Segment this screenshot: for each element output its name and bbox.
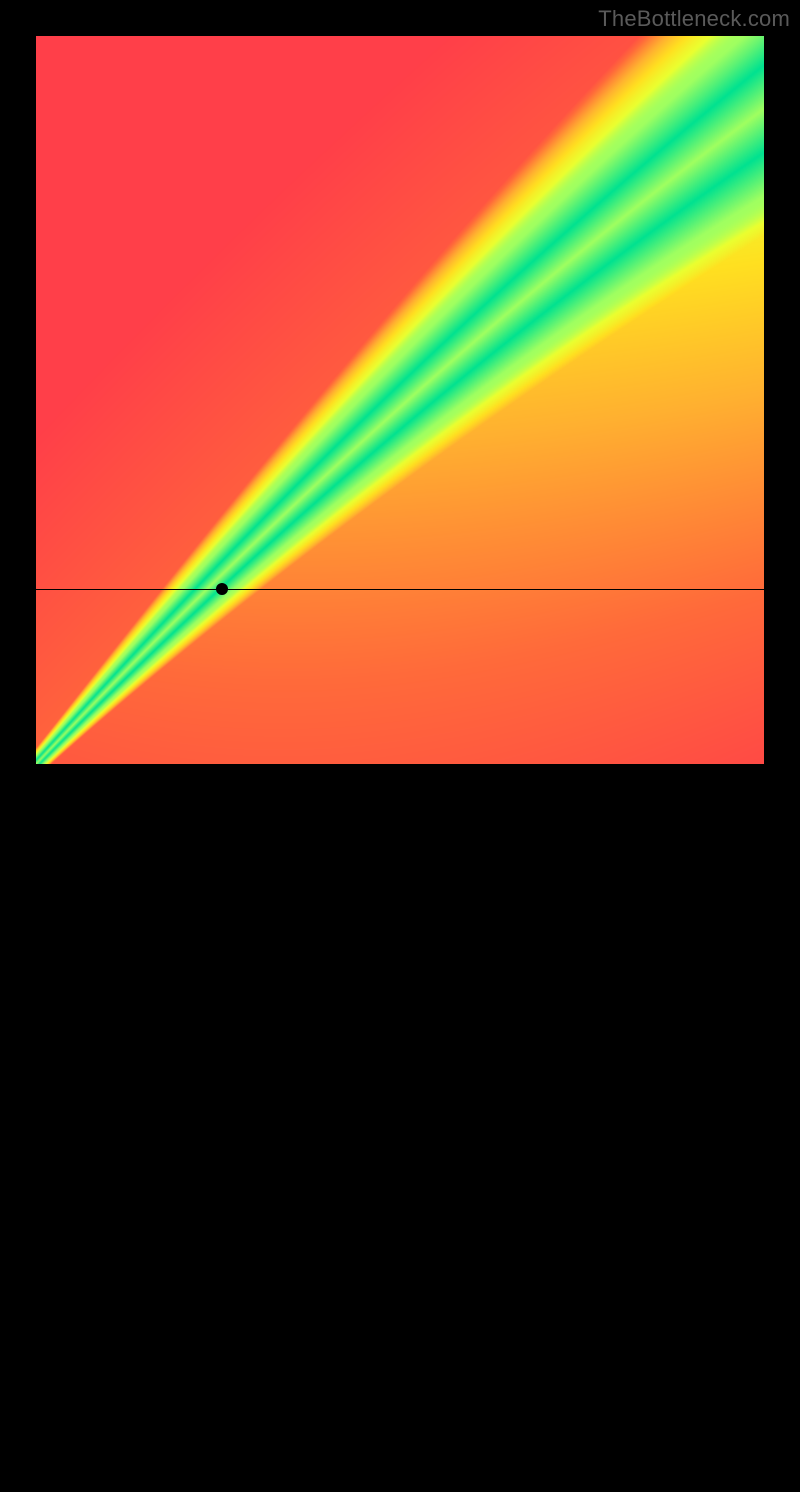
crosshair-horizontal [36, 589, 764, 590]
heatmap-canvas [36, 36, 764, 764]
watermark-text: TheBottleneck.com [598, 6, 790, 32]
data-point-marker [216, 583, 228, 595]
crosshair-vertical [222, 764, 223, 1492]
heatmap-plot [36, 36, 764, 764]
